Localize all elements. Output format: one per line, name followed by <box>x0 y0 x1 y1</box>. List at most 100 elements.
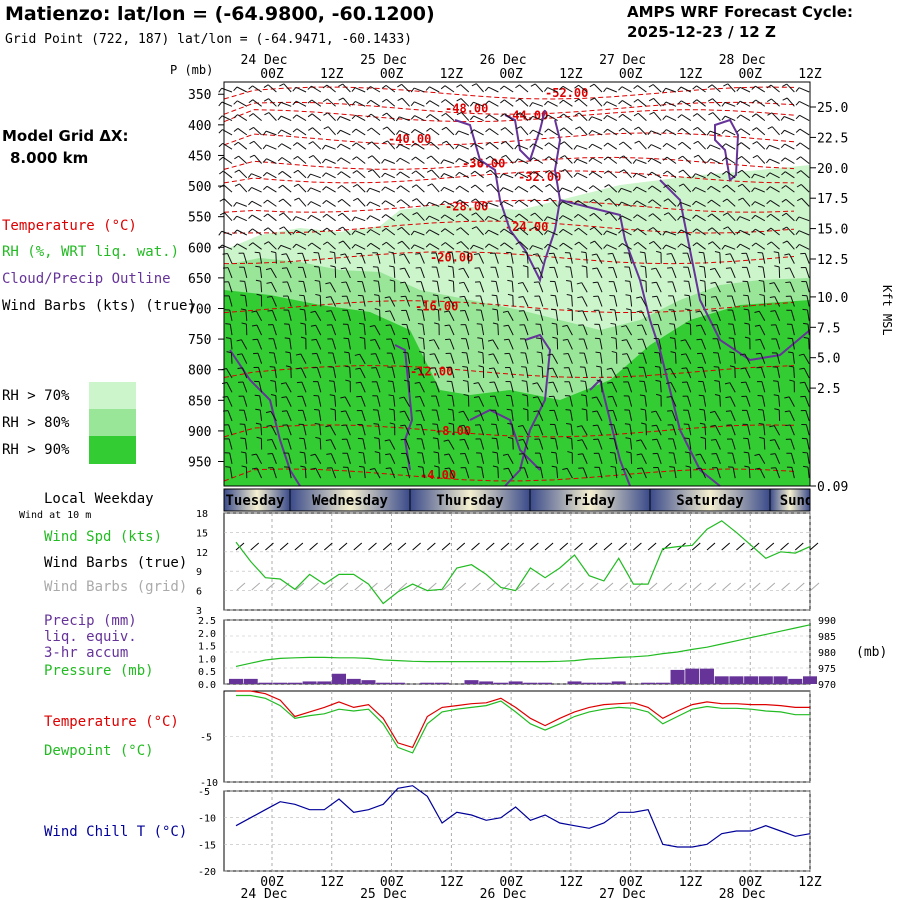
wind-barb <box>270 268 277 279</box>
wind-barb <box>790 295 795 307</box>
wind-barb <box>416 198 425 207</box>
wind-barb-flag <box>752 155 758 159</box>
wind-barb <box>360 396 366 407</box>
wind-barb-flag <box>560 169 566 173</box>
surface-wind-barb <box>750 542 760 551</box>
wind-barb <box>666 129 677 136</box>
wind-barb-flag <box>488 367 494 370</box>
wind-barb-flag <box>626 451 632 454</box>
wind-barb <box>223 198 233 207</box>
wind-barb-flag <box>292 100 297 106</box>
wind-barb <box>789 281 795 293</box>
wind-barb <box>340 143 351 150</box>
wind-barb-flag <box>621 325 627 328</box>
wind-barb-flag <box>795 244 800 249</box>
precip-bar <box>729 676 744 684</box>
pressure-tick-label: 800 <box>188 364 211 379</box>
wind-barb-flag <box>248 85 253 90</box>
wind-barb <box>523 467 529 479</box>
wind-barb <box>363 324 366 336</box>
wind-barb <box>593 226 603 236</box>
wind-barb-flag <box>351 216 356 222</box>
wind-barb-flag <box>581 408 587 411</box>
wind-barb-flag <box>425 229 430 234</box>
wind-barb <box>790 453 795 464</box>
precip-label: Precip (mm) <box>44 613 137 629</box>
wind-barb-flag <box>677 141 683 146</box>
wind-barb-flag <box>440 85 446 90</box>
wind-barb <box>372 169 381 179</box>
wind-barb-flag <box>434 322 440 325</box>
wind-barb-flag <box>618 141 624 146</box>
wind-barb <box>377 424 381 436</box>
wind-barb <box>310 187 321 193</box>
wind-barb <box>711 84 721 93</box>
wind-barb <box>613 438 618 450</box>
wind-barb <box>369 187 381 193</box>
wind-barb <box>562 228 573 236</box>
wind-barb-flag <box>307 99 313 104</box>
cloud-outline <box>504 333 552 487</box>
wind-barb <box>519 241 529 250</box>
wind-barb <box>636 172 647 179</box>
wind-barb <box>272 324 277 336</box>
wind-barb <box>245 452 248 464</box>
wind-barb <box>329 282 337 293</box>
wind-barb <box>606 230 617 236</box>
wind-barb-flag <box>514 144 519 150</box>
wind-barb <box>392 395 396 407</box>
wind-barb <box>389 453 396 465</box>
weekday-cell <box>289 488 411 512</box>
wind-barb-flag <box>399 410 405 413</box>
wind-barb-flag <box>382 112 388 117</box>
wind-barb <box>741 169 751 179</box>
wind-barb-flag <box>251 467 258 470</box>
wind-barb <box>571 295 573 307</box>
wind-barb <box>511 424 514 436</box>
wind-barb <box>710 158 721 164</box>
wind-barb <box>798 230 810 236</box>
wind-barb-flag <box>744 336 750 339</box>
isotherm-label: -44.00 <box>505 109 548 123</box>
cloud-outline <box>659 179 811 362</box>
wind-barb <box>732 310 736 321</box>
wind-barb <box>696 85 706 93</box>
wind-barb <box>251 200 262 207</box>
wind-barb <box>267 227 277 236</box>
wind-barb <box>578 227 588 236</box>
wind-barb <box>686 381 692 393</box>
wind-barb-flag <box>255 408 261 411</box>
wind-barb <box>771 126 780 136</box>
wind-barb <box>597 438 603 450</box>
wind-barb-flag <box>766 241 772 246</box>
wind-barb <box>346 438 351 450</box>
wind-barb-flag <box>652 438 658 441</box>
wind-barb <box>806 295 810 307</box>
wind-barb-flag <box>521 380 527 382</box>
wind-barb <box>790 438 795 450</box>
wind-barb <box>712 241 721 250</box>
wind-barb <box>652 84 662 93</box>
wind-barb <box>437 295 440 307</box>
wind-barb <box>549 183 558 193</box>
wind-barb <box>685 339 692 350</box>
wind-barb-flag <box>647 157 652 163</box>
wind-barb <box>754 201 766 207</box>
wind-barb <box>404 424 411 436</box>
grid-wind-barb <box>369 582 378 591</box>
wind-barb-flag <box>458 410 464 413</box>
wind-barb <box>389 439 396 450</box>
cloud-outline <box>469 408 541 471</box>
wind-barb <box>642 338 647 350</box>
wind-barb <box>419 253 425 264</box>
surface-wind-barb <box>677 542 686 551</box>
wind-barb <box>257 339 263 350</box>
wind-barb-flag <box>633 98 639 103</box>
wind-barb <box>763 438 766 450</box>
wind-barb-flag <box>517 281 523 285</box>
wind-barb-flag <box>410 115 415 120</box>
wind-barb <box>710 185 721 193</box>
wind-barb <box>657 310 662 321</box>
wind-barb <box>393 409 396 421</box>
wind-barb <box>385 227 396 236</box>
